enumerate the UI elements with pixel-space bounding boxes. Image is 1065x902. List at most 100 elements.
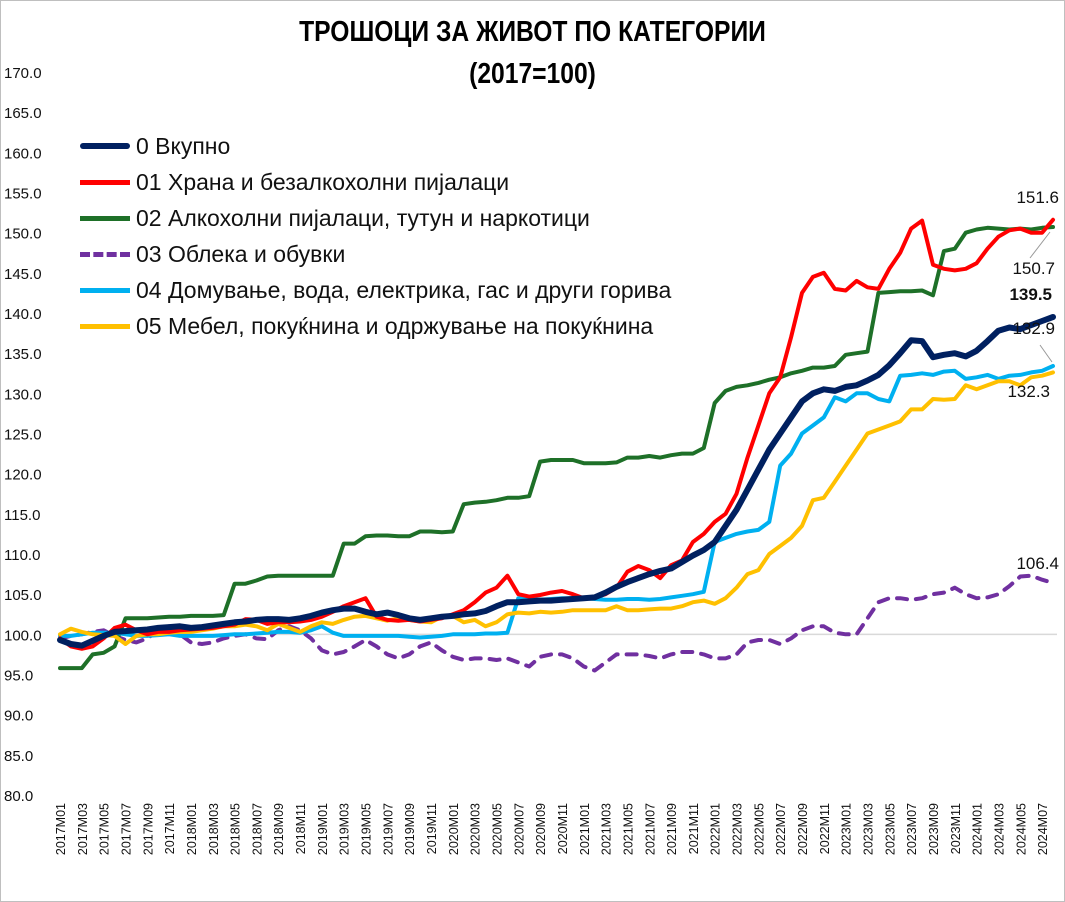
legend-swatch	[80, 323, 130, 329]
legend-item-housing[interactable]: 04 Домување, вода, електрика, гас и друг…	[80, 272, 671, 308]
x-tick-label: 2024M03	[992, 803, 1006, 855]
x-tick-label: 2019M05	[360, 803, 374, 855]
y-axis: 80.0 85.0 90.0 95.0 100.0 105.0 110.0 115.0 120.…	[4, 65, 42, 805]
y-tick-label: 125.0	[4, 427, 42, 444]
x-tick-label: 2017M05	[98, 803, 112, 855]
legend-item-total[interactable]: 0 Вкупно	[80, 128, 671, 164]
leader-line	[1039, 344, 1053, 363]
x-tick-label: 2017M11	[163, 803, 177, 854]
x-tick-label: 2022M11	[818, 803, 832, 854]
x-tick-label: 2022M07	[774, 803, 788, 855]
y-tick-label: 90.0	[4, 708, 33, 725]
x-tick-label: 2021M09	[665, 803, 679, 855]
series-line-0	[57, 314, 1056, 649]
x-tick-label: 2018M11	[294, 803, 308, 854]
data-label-3: 106.4	[1016, 554, 1059, 573]
x-axis: 2017M01 2017M03 2017M05 2017M07 2017M09 2017M…	[54, 803, 1050, 855]
x-tick-label: 2023M09	[927, 803, 941, 855]
y-tick-label: 110.0	[4, 547, 40, 564]
legend-item-food[interactable]: 01 Храна и безалкохолни пијалаци	[80, 164, 671, 200]
leader-line	[1029, 231, 1051, 259]
data-labels: 139.5 151.6 150.7 106.4 132.9 132.3	[1007, 188, 1059, 573]
y-tick-label: 100.0	[4, 627, 42, 644]
x-tick-label: 2020M11	[556, 803, 570, 854]
y-tick-label: 80.0	[4, 788, 33, 805]
x-tick-label: 2019M03	[338, 803, 352, 855]
series-line-3	[58, 573, 1055, 673]
data-label-1: 151.6	[1016, 188, 1059, 207]
legend-label: 05 Мебел, покуќнина и одржување на покуќ…	[136, 312, 654, 339]
x-tick-label: 2023M05	[883, 803, 897, 855]
legend-item-furnishings[interactable]: 05 Мебел, покуќнина и одржување на покуќ…	[80, 308, 671, 344]
x-tick-label: 2023M07	[905, 803, 919, 855]
legend: 0 Вкупно 01 Храна и безалкохолни пијалац…	[80, 128, 671, 344]
x-tick-label: 2020M01	[447, 803, 461, 855]
legend-label: 01 Храна и безалкохолни пијалаци	[136, 168, 510, 195]
y-tick-label: 135.0	[4, 346, 42, 363]
data-label-0: 139.5	[1009, 285, 1052, 304]
data-label-2: 150.7	[1012, 259, 1055, 278]
y-tick-label: 130.0	[4, 386, 42, 403]
x-tick-label: 2022M05	[752, 803, 766, 855]
x-tick-label: 2017M03	[76, 803, 90, 855]
legend-swatch	[80, 287, 130, 293]
y-tick-label: 140.0	[4, 306, 42, 323]
x-tick-label: 2019M01	[316, 803, 330, 855]
legend-item-alcohol[interactable]: 02 Алкохолни пијалаци, тутун и наркотици	[80, 200, 671, 236]
y-tick-label: 115.0	[4, 507, 40, 524]
x-tick-label: 2017M07	[119, 803, 133, 855]
y-tick-label: 95.0	[4, 668, 33, 685]
x-tick-label: 2019M11	[425, 803, 439, 854]
legend-label: 04 Домување, вода, електрика, гас и друг…	[136, 276, 672, 303]
legend-label: 03 Облека и обувки	[136, 240, 346, 267]
y-tick-label: 105.0	[4, 587, 42, 604]
x-tick-label: 2024M01	[971, 803, 985, 855]
legend-swatch	[80, 251, 130, 257]
legend-swatch	[80, 143, 130, 149]
x-tick-label: 2024M07	[1036, 803, 1050, 855]
x-tick-label: 2020M07	[512, 803, 526, 855]
x-tick-label: 2018M01	[185, 803, 199, 855]
x-tick-label: 2018M09	[272, 803, 286, 855]
chart-subtitle: (2017=100)	[469, 58, 596, 90]
y-tick-label: 165.0	[4, 105, 42, 122]
x-tick-label: 2023M11	[949, 803, 963, 854]
x-tick-label: 2021M03	[600, 803, 614, 855]
data-label-5: 132.3	[1007, 382, 1050, 401]
y-tick-label: 85.0	[4, 748, 33, 765]
x-tick-label: 2021M01	[578, 803, 592, 855]
data-label-4: 132.9	[1012, 319, 1055, 338]
chart-title: ТРОШОЦИ ЗА ЖИВОТ ПО КАТЕГОРИИ	[299, 16, 766, 48]
x-tick-label: 2021M05	[621, 803, 635, 855]
legend-label: 0 Вкупно	[136, 132, 231, 159]
series-line-5	[58, 370, 1055, 646]
x-tick-label: 2023M01	[840, 803, 854, 855]
series-line-2	[58, 225, 1055, 671]
x-tick-label: 2018M05	[229, 803, 243, 855]
x-tick-label: 2019M07	[381, 803, 395, 855]
x-tick-label: 2022M03	[731, 803, 745, 855]
x-tick-label: 2021M07	[643, 803, 657, 855]
legend-swatch	[80, 179, 130, 185]
y-tick-label: 120.0	[4, 467, 42, 484]
x-tick-label: 2020M05	[490, 803, 504, 855]
series-lines	[57, 217, 1056, 673]
x-tick-label: 2017M01	[54, 803, 68, 855]
x-tick-label: 2017M09	[141, 803, 155, 855]
x-tick-label: 2018M07	[250, 803, 264, 855]
x-tick-label: 2020M03	[469, 803, 483, 855]
x-tick-label: 2024M05	[1014, 803, 1028, 855]
y-tick-label: 170.0	[4, 65, 42, 82]
legend-item-clothing[interactable]: 03 Облека и обувки	[80, 236, 671, 272]
x-tick-label: 2022M01	[709, 803, 723, 855]
y-tick-label: 160.0	[4, 145, 42, 162]
legend-swatch	[80, 215, 130, 221]
y-tick-label: 155.0	[4, 186, 42, 203]
legend-label: 02 Алкохолни пијалаци, тутун и наркотици	[136, 204, 590, 231]
y-tick-label: 145.0	[4, 266, 42, 283]
x-tick-label: 2021M11	[687, 803, 701, 854]
x-tick-label: 2020M09	[534, 803, 548, 855]
x-tick-label: 2019M09	[403, 803, 417, 855]
x-tick-label: 2023M03	[861, 803, 875, 855]
